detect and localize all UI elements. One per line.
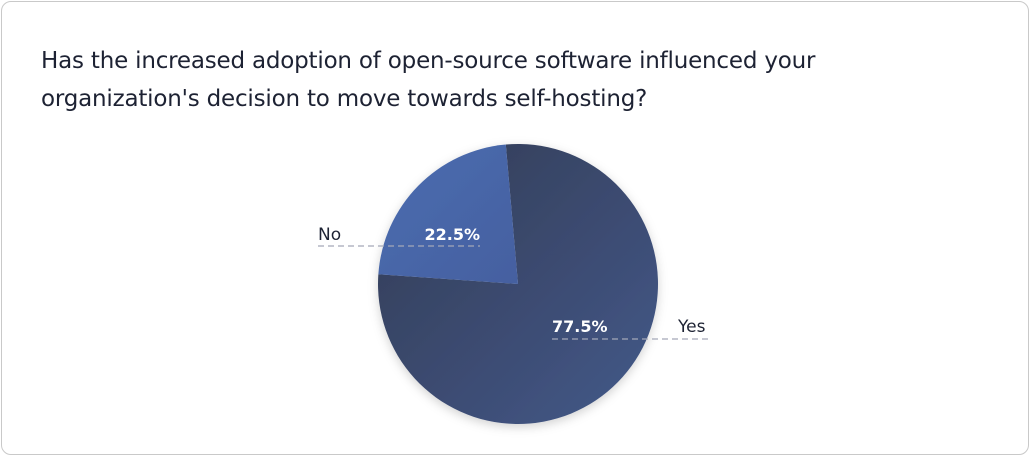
pie-slice-no xyxy=(378,144,518,284)
pie-labels: 22.5% No 77.5% Yes xyxy=(318,225,706,337)
category-label-no: No xyxy=(318,225,341,245)
pie-slices xyxy=(378,144,658,425)
slice-value-label-no: 22.5% xyxy=(424,225,480,244)
slice-value-label-yes: 77.5% xyxy=(552,317,608,336)
leader-lines xyxy=(318,245,712,340)
chart-title: Has the increased adoption of open-sourc… xyxy=(41,48,816,112)
category-label-yes: Yes xyxy=(677,317,706,337)
